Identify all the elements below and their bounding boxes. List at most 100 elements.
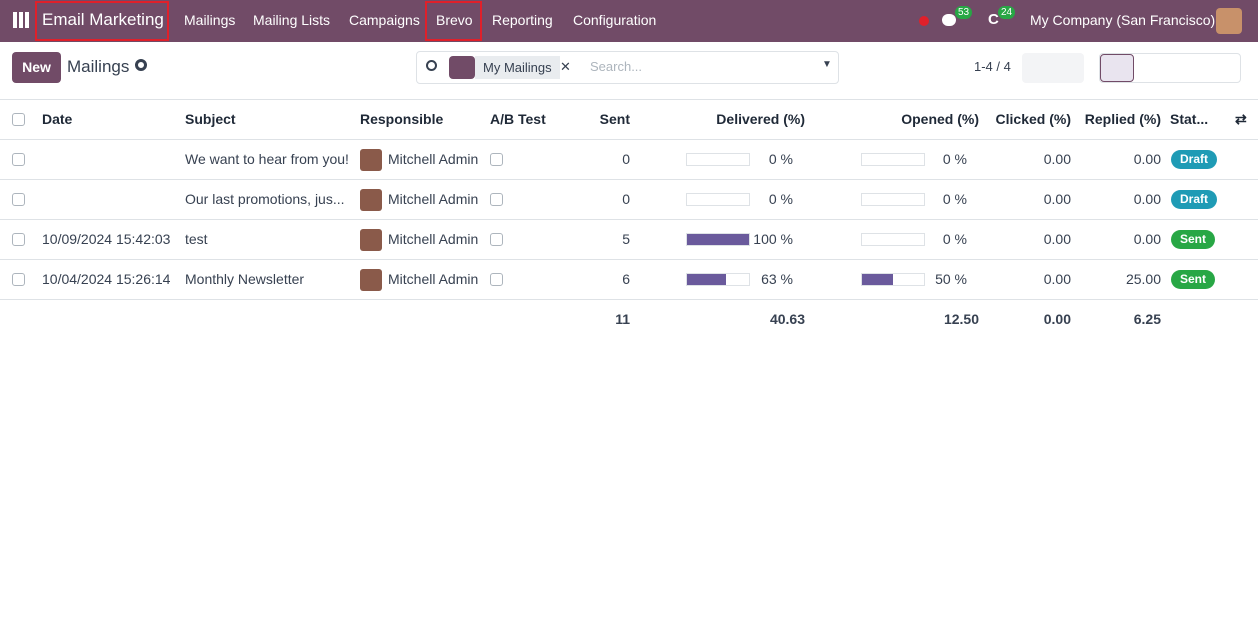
control-panel: New Mailings My Mailings ✕ Search... ▼ 1… bbox=[0, 42, 1258, 100]
progress-bar bbox=[686, 273, 750, 286]
pager-buttons[interactable] bbox=[1022, 53, 1084, 83]
status-badge: Sent bbox=[1171, 270, 1216, 289]
column-header[interactable]: Subject bbox=[185, 111, 236, 127]
apps-icon[interactable] bbox=[13, 12, 29, 28]
replied: 25.00 bbox=[1125, 271, 1161, 287]
total-clicked: 0.00 bbox=[1043, 311, 1071, 327]
subject: Monthly Newsletter bbox=[185, 271, 305, 287]
total-delivered: 40.63 bbox=[769, 311, 805, 327]
progress-bar bbox=[861, 193, 925, 206]
progress-fill bbox=[687, 274, 727, 285]
search-icon bbox=[426, 60, 437, 71]
data-row[interactable]: We want to hear from you! Mitchell Admin 0… bbox=[0, 140, 1258, 180]
header-row: Date Subject Responsible A/B Test Sent Delive… bbox=[0, 100, 1258, 140]
menu-item[interactable]: Brevo bbox=[436, 12, 473, 28]
progress-bar bbox=[861, 153, 925, 166]
column-header[interactable]: Stat... bbox=[1170, 111, 1209, 127]
menu-item[interactable]: Mailings bbox=[184, 12, 236, 28]
pager: 1-4 / 4 bbox=[974, 59, 1011, 74]
sent: 0 bbox=[622, 151, 630, 167]
progress-bar bbox=[861, 233, 925, 246]
highlight bbox=[425, 1, 482, 41]
column-header[interactable]: Delivered (%) bbox=[716, 111, 805, 127]
facet-remove[interactable]: ✕ bbox=[560, 59, 571, 74]
total-sent: 11 bbox=[615, 311, 630, 327]
delivered: 63 % bbox=[761, 271, 793, 287]
menu-item[interactable]: Campaigns bbox=[349, 12, 420, 28]
total-replied: 6.25 bbox=[1133, 311, 1161, 327]
activities-icon[interactable]: C bbox=[988, 11, 999, 28]
column-header[interactable]: Opened (%) bbox=[901, 111, 979, 127]
subject: test bbox=[185, 231, 208, 247]
ab-test-checkbox bbox=[490, 193, 503, 206]
column-header[interactable]: Responsible bbox=[360, 111, 444, 127]
row-checkbox[interactable] bbox=[12, 153, 25, 166]
avatar bbox=[360, 229, 382, 251]
avatar bbox=[360, 189, 382, 211]
column-header[interactable]: Replied (%) bbox=[1084, 111, 1161, 127]
status-badge: Sent bbox=[1171, 230, 1216, 249]
replied: 0.00 bbox=[1133, 151, 1161, 167]
delivered: 0 % bbox=[768, 191, 793, 207]
row-checkbox[interactable] bbox=[12, 233, 25, 246]
view-switcher[interactable] bbox=[1099, 53, 1241, 83]
search-box[interactable] bbox=[416, 51, 839, 84]
app-name[interactable]: Email Marketing bbox=[42, 10, 164, 29]
search-dropdown[interactable]: ▼ bbox=[822, 59, 832, 70]
select-all[interactable] bbox=[12, 113, 25, 126]
opened: 0 % bbox=[942, 151, 967, 167]
user-avatar[interactable] bbox=[1216, 8, 1242, 34]
responsible: Mitchell Admin bbox=[388, 231, 479, 247]
breadcrumb: Mailings bbox=[67, 57, 130, 76]
responsible: Mitchell Admin bbox=[388, 191, 479, 207]
status-badge: Draft bbox=[1171, 150, 1218, 169]
subject: Our last promotions, jus... bbox=[185, 191, 345, 207]
facet[interactable]: My Mailings bbox=[475, 56, 560, 79]
highlight bbox=[35, 1, 169, 41]
opened: 0 % bbox=[942, 191, 967, 207]
clicked: 0.00 bbox=[1043, 231, 1071, 247]
menu-item[interactable]: Mailing Lists bbox=[253, 12, 331, 28]
responsible: Mitchell Admin bbox=[388, 151, 479, 167]
date: 10/09/2024 15:42:03 bbox=[42, 231, 171, 247]
opened: 50 % bbox=[935, 271, 967, 287]
column-header[interactable]: Date bbox=[42, 111, 73, 127]
progress-fill bbox=[687, 234, 749, 245]
data-row[interactable]: 10/04/2024 15:26:14 Monthly Newsletter Mit… bbox=[0, 260, 1258, 300]
row-checkbox[interactable] bbox=[12, 193, 25, 206]
column-header[interactable]: Sent bbox=[599, 111, 630, 127]
sent: 6 bbox=[622, 271, 630, 287]
totals-row: 11 40.63 12.50 0.00 6.25 bbox=[0, 300, 1258, 340]
row-checkbox[interactable] bbox=[12, 273, 25, 286]
gear-icon[interactable] bbox=[135, 59, 147, 71]
clicked: 0.00 bbox=[1043, 271, 1071, 287]
optional-columns[interactable]: ⇄ bbox=[1235, 111, 1247, 127]
clicked: 0.00 bbox=[1043, 191, 1071, 207]
filter-icon bbox=[449, 56, 475, 79]
avatar bbox=[360, 269, 382, 291]
data-row[interactable]: 10/09/2024 15:42:03 test Mitchell Admin 5 10… bbox=[0, 220, 1258, 260]
sent: 0 bbox=[622, 191, 630, 207]
total-opened: 12.50 bbox=[943, 311, 979, 327]
list-view[interactable] bbox=[1100, 54, 1134, 82]
ab-test-checkbox bbox=[490, 273, 503, 286]
progress-fill bbox=[862, 274, 893, 285]
responsible: Mitchell Admin bbox=[388, 271, 479, 287]
sent: 5 bbox=[622, 231, 630, 247]
column-header[interactable]: A/B Test bbox=[490, 111, 546, 127]
progress-bar bbox=[686, 153, 750, 166]
delivered: 0 % bbox=[768, 151, 793, 167]
messages-icon[interactable] bbox=[942, 14, 956, 26]
column-header[interactable]: Clicked (%) bbox=[995, 111, 1071, 127]
status-dot bbox=[919, 16, 929, 26]
new-button[interactable]: New bbox=[12, 52, 61, 83]
menu-item[interactable]: Configuration bbox=[573, 12, 657, 28]
menu-item[interactable]: Reporting bbox=[492, 12, 553, 28]
data-row[interactable]: Our last promotions, jus... Mitchell Admi… bbox=[0, 180, 1258, 220]
progress-bar bbox=[861, 273, 925, 286]
search-input[interactable]: Search... bbox=[590, 59, 643, 74]
activities-count: 24 bbox=[998, 6, 1016, 19]
company[interactable]: My Company (San Francisco) bbox=[1030, 12, 1216, 28]
ab-test-checkbox bbox=[490, 233, 503, 246]
